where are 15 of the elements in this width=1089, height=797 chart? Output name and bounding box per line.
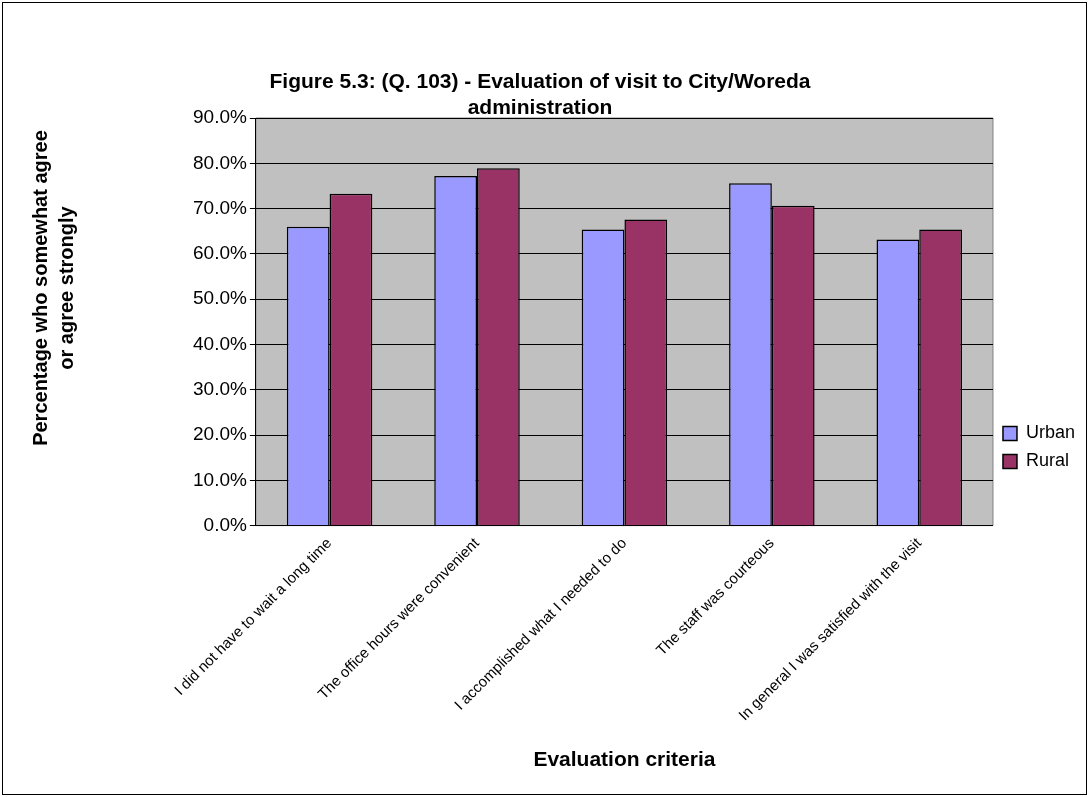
x-axis-title: Evaluation criteria <box>533 747 716 771</box>
y-tick-label: 50.0% <box>193 287 247 309</box>
legend-label: Rural <box>1025 450 1069 471</box>
y-tick-label: 70.0% <box>193 196 247 218</box>
chart-title: Figure 5.3: (Q. 103) - Evaluation of visit to City/Woreda administration <box>268 68 812 120</box>
y-tick-label: 40.0% <box>193 332 247 354</box>
y-tick-label: 90.0% <box>193 106 247 128</box>
y-axis-title: Percentage who somewhat agree or agree strongly <box>28 129 78 448</box>
y-tick-label: 20.0% <box>193 423 247 445</box>
y-tick-label: 30.0% <box>193 377 247 399</box>
y-tick-label: 10.0% <box>193 468 247 490</box>
y-tick-label: 80.0% <box>193 151 247 173</box>
legend-label: Urban <box>1025 422 1076 443</box>
y-tick-label: 0.0% <box>203 513 247 535</box>
y-tick-label: 60.0% <box>193 242 247 264</box>
